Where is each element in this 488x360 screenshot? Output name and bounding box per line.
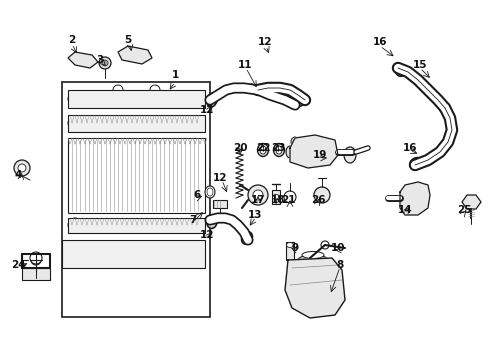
Circle shape — [404, 190, 424, 210]
Text: 24: 24 — [11, 260, 25, 270]
Circle shape — [409, 195, 419, 205]
Ellipse shape — [206, 93, 217, 107]
Ellipse shape — [241, 232, 252, 244]
Text: 12: 12 — [212, 173, 227, 183]
Polygon shape — [461, 195, 480, 209]
Text: 5: 5 — [124, 35, 131, 45]
Text: 18: 18 — [270, 195, 285, 205]
Text: 11: 11 — [237, 60, 252, 70]
Polygon shape — [118, 46, 152, 64]
Circle shape — [68, 116, 82, 130]
Circle shape — [305, 146, 317, 158]
Ellipse shape — [275, 146, 282, 154]
Circle shape — [18, 164, 26, 172]
Ellipse shape — [286, 243, 293, 248]
Text: 7: 7 — [189, 215, 196, 225]
Circle shape — [81, 58, 85, 62]
Bar — [213, 200, 226, 208]
Bar — [22, 268, 50, 280]
Ellipse shape — [409, 158, 421, 168]
Ellipse shape — [257, 144, 268, 157]
Text: 14: 14 — [397, 205, 411, 215]
Circle shape — [191, 92, 204, 106]
Ellipse shape — [297, 255, 327, 265]
Polygon shape — [68, 90, 204, 108]
Circle shape — [247, 185, 267, 205]
Circle shape — [320, 241, 328, 249]
Ellipse shape — [272, 194, 279, 199]
Text: 20: 20 — [232, 143, 247, 153]
Circle shape — [68, 218, 82, 232]
Ellipse shape — [204, 186, 215, 198]
Circle shape — [252, 190, 263, 200]
Bar — [62, 82, 209, 317]
Text: 26: 26 — [310, 195, 325, 205]
Ellipse shape — [285, 146, 293, 158]
Circle shape — [113, 85, 123, 95]
Circle shape — [130, 51, 140, 61]
Circle shape — [67, 246, 83, 262]
Polygon shape — [68, 115, 204, 132]
Text: 2: 2 — [68, 35, 76, 45]
Text: 17: 17 — [250, 195, 265, 205]
Circle shape — [68, 92, 82, 106]
Ellipse shape — [206, 216, 217, 229]
Text: 25: 25 — [456, 205, 470, 215]
Circle shape — [150, 85, 160, 95]
Text: 22: 22 — [255, 143, 270, 153]
Circle shape — [102, 60, 108, 66]
Text: 4: 4 — [14, 170, 21, 180]
Ellipse shape — [73, 244, 193, 264]
Ellipse shape — [343, 147, 355, 163]
Text: 12: 12 — [257, 37, 272, 47]
Circle shape — [78, 55, 88, 65]
Text: 13: 13 — [247, 210, 262, 220]
Text: 19: 19 — [312, 150, 326, 160]
Ellipse shape — [302, 252, 324, 258]
Polygon shape — [399, 182, 429, 215]
Ellipse shape — [206, 188, 213, 196]
Text: 15: 15 — [412, 60, 427, 70]
Ellipse shape — [273, 144, 284, 157]
Bar — [271, 190, 280, 204]
Text: 1: 1 — [171, 70, 178, 80]
Ellipse shape — [290, 137, 298, 147]
Circle shape — [313, 187, 329, 203]
Circle shape — [99, 57, 111, 69]
Circle shape — [299, 140, 324, 164]
Polygon shape — [285, 258, 345, 318]
Circle shape — [30, 252, 42, 264]
Polygon shape — [68, 218, 204, 233]
Text: 16: 16 — [402, 143, 416, 153]
Ellipse shape — [260, 146, 265, 154]
Text: 10: 10 — [330, 243, 345, 253]
Text: 3: 3 — [96, 55, 103, 65]
Text: 16: 16 — [372, 37, 386, 47]
Circle shape — [284, 191, 295, 203]
Ellipse shape — [294, 94, 305, 106]
Ellipse shape — [394, 64, 405, 76]
Bar — [68, 138, 204, 213]
Circle shape — [14, 160, 30, 176]
Text: 21: 21 — [280, 195, 295, 205]
Text: 12: 12 — [199, 230, 214, 240]
Polygon shape — [68, 52, 98, 68]
Text: 8: 8 — [336, 260, 343, 270]
Polygon shape — [62, 240, 204, 268]
Circle shape — [31, 255, 41, 265]
Circle shape — [183, 246, 200, 262]
Bar — [285, 242, 293, 260]
Text: 6: 6 — [193, 190, 200, 200]
Text: 9: 9 — [291, 243, 298, 253]
Polygon shape — [289, 135, 337, 168]
Circle shape — [133, 54, 137, 58]
Text: 12: 12 — [199, 105, 214, 115]
Text: 23: 23 — [270, 143, 285, 153]
Circle shape — [191, 116, 204, 130]
